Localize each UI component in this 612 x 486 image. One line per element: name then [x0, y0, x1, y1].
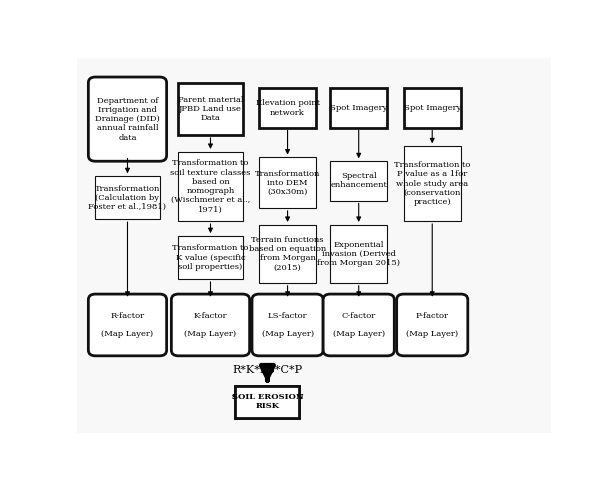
FancyBboxPatch shape: [259, 225, 316, 283]
Text: Transformation to
K value (specific
soil properties): Transformation to K value (specific soil…: [173, 244, 248, 271]
FancyBboxPatch shape: [179, 83, 242, 135]
FancyBboxPatch shape: [259, 157, 316, 208]
Text: Transformation to
soil texture classes
based on
nomograph
(Wischmeier et al.,
19: Transformation to soil texture classes b…: [170, 159, 251, 213]
Text: R*K*LS*C*P: R*K*LS*C*P: [233, 364, 302, 375]
Text: P-factor

(Map Layer): P-factor (Map Layer): [406, 312, 458, 338]
Text: Spectral
enhancement: Spectral enhancement: [330, 172, 387, 190]
FancyBboxPatch shape: [330, 88, 387, 127]
FancyBboxPatch shape: [88, 294, 166, 356]
FancyBboxPatch shape: [72, 51, 556, 440]
FancyBboxPatch shape: [236, 386, 299, 417]
FancyBboxPatch shape: [95, 176, 160, 219]
Text: C-factor

(Map Layer): C-factor (Map Layer): [333, 312, 385, 338]
Text: Transformation
into DEM
(30x30m): Transformation into DEM (30x30m): [255, 170, 320, 196]
Text: R-factor

(Map Layer): R-factor (Map Layer): [102, 312, 154, 338]
FancyBboxPatch shape: [404, 146, 461, 221]
Text: Transformation
(Calculation by
Foster et al.,1981): Transformation (Calculation by Foster et…: [89, 185, 166, 211]
Text: Exponential
invasion (Derived
from Morgan 2015): Exponential invasion (Derived from Morga…: [317, 241, 400, 267]
Text: Elevation point
network: Elevation point network: [255, 99, 319, 117]
Text: Transformation to
P value as a 1for
whole study area
(conservation
practice): Transformation to P value as a 1for whol…: [394, 161, 471, 206]
FancyBboxPatch shape: [179, 236, 242, 279]
FancyBboxPatch shape: [179, 152, 242, 221]
Text: SOIL EROSION
RISK: SOIL EROSION RISK: [232, 393, 303, 410]
Text: Spot Imagery: Spot Imagery: [403, 104, 461, 112]
Text: Parent material
JPBD Land use
Data: Parent material JPBD Land use Data: [177, 96, 244, 122]
FancyBboxPatch shape: [88, 77, 166, 161]
FancyBboxPatch shape: [236, 386, 299, 417]
Text: Spot Imagery: Spot Imagery: [330, 104, 387, 112]
FancyBboxPatch shape: [323, 294, 394, 356]
FancyBboxPatch shape: [397, 294, 468, 356]
Text: LS-factor

(Map Layer): LS-factor (Map Layer): [261, 312, 313, 338]
FancyBboxPatch shape: [330, 161, 387, 201]
Text: K-factor

(Map Layer): K-factor (Map Layer): [184, 312, 237, 338]
FancyBboxPatch shape: [252, 294, 323, 356]
Text: Terrain functions
based on equation
from Morgan
(2015): Terrain functions based on equation from…: [249, 236, 326, 272]
FancyBboxPatch shape: [171, 294, 250, 356]
Text: Department of
Irrigation and
Drainage (DID)
annual rainfall
data: Department of Irrigation and Drainage (D…: [95, 97, 160, 141]
FancyBboxPatch shape: [259, 88, 316, 127]
FancyBboxPatch shape: [330, 225, 387, 283]
Text: SOIL EROSION
RISK: SOIL EROSION RISK: [232, 393, 303, 410]
FancyBboxPatch shape: [404, 88, 461, 127]
